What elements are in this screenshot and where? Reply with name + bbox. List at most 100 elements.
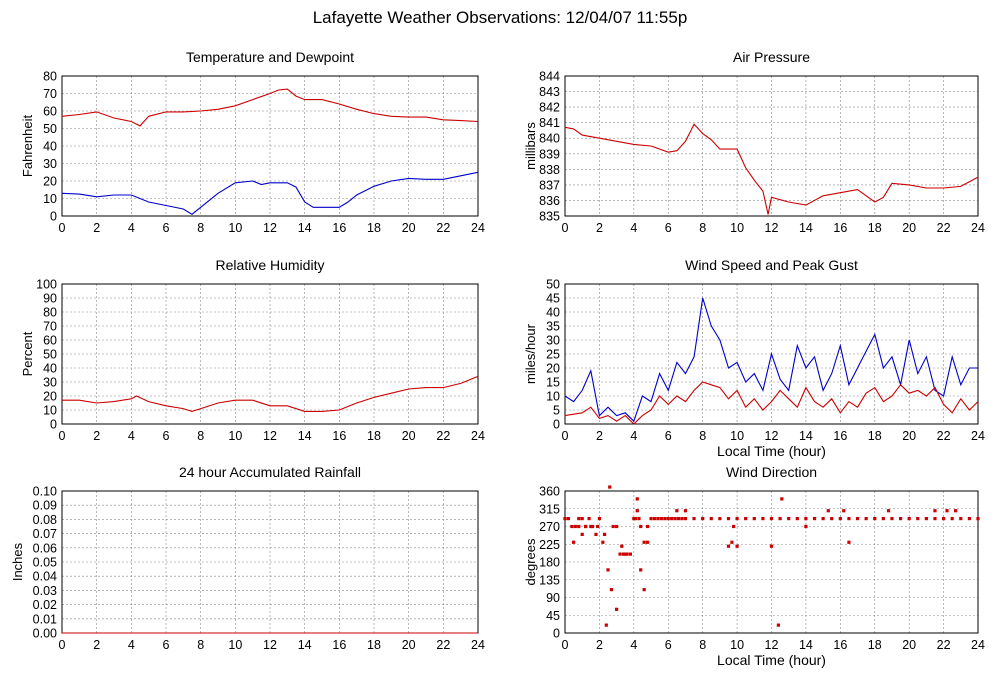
data-point bbox=[604, 623, 608, 627]
data-point bbox=[821, 517, 825, 521]
x-axis-label: Local Time (hour) bbox=[717, 443, 826, 459]
y-axis-label: Percent bbox=[20, 331, 35, 376]
y-tick-label: 135 bbox=[539, 573, 560, 587]
x-tick-label: 6 bbox=[163, 429, 170, 443]
y-tick-label: 0 bbox=[553, 627, 560, 641]
x-tick-label: 6 bbox=[665, 429, 672, 443]
data-point bbox=[566, 517, 571, 521]
data-point bbox=[606, 568, 610, 572]
data-point bbox=[633, 517, 638, 521]
data-point bbox=[959, 517, 963, 521]
chart-temp: Temperature and Dewpoint0102030405060708… bbox=[20, 49, 485, 235]
y-tick-label: 20 bbox=[43, 390, 57, 404]
y-tick-label: 25 bbox=[546, 348, 560, 362]
x-tick-label: 8 bbox=[197, 221, 204, 235]
y-tick-label: 10 bbox=[43, 404, 57, 418]
y-tick-label: 20 bbox=[546, 362, 560, 376]
y-tick-label: 0.00 bbox=[33, 627, 57, 641]
x-tick-label: 2 bbox=[93, 638, 100, 652]
y-axis-label: miles/hour bbox=[523, 323, 538, 384]
x-tick-label: 20 bbox=[902, 429, 916, 443]
y-tick-label: 0.02 bbox=[33, 598, 57, 612]
x-tick-label: 10 bbox=[730, 638, 744, 652]
x-tick-label: 8 bbox=[699, 638, 706, 652]
x-tick-label: 4 bbox=[630, 638, 637, 652]
x-tick-label: 10 bbox=[228, 221, 242, 235]
y-tick-label: 40 bbox=[43, 362, 57, 376]
data-point bbox=[572, 540, 576, 544]
plot-frame bbox=[61, 75, 479, 217]
data-point bbox=[726, 517, 731, 521]
y-tick-label: 840 bbox=[539, 132, 560, 146]
data-point bbox=[580, 517, 584, 521]
data-point bbox=[659, 517, 663, 521]
data-point bbox=[950, 517, 954, 521]
x-tick-label: 10 bbox=[730, 429, 744, 443]
data-point bbox=[670, 517, 674, 521]
x-tick-label: 4 bbox=[128, 221, 135, 235]
plot-frame bbox=[61, 283, 479, 425]
x-tick-label: 4 bbox=[630, 221, 637, 235]
x-tick-label: 12 bbox=[765, 638, 779, 652]
data-point bbox=[642, 540, 646, 544]
x-tick-label: 8 bbox=[197, 429, 204, 443]
data-point bbox=[621, 552, 626, 556]
x-tick-label: 6 bbox=[163, 221, 170, 235]
y-tick-label: 10 bbox=[546, 390, 560, 404]
data-point bbox=[692, 517, 696, 521]
y-tick-label: 45 bbox=[546, 292, 560, 306]
y-tick-label: 315 bbox=[539, 502, 560, 516]
y-tick-label: 0 bbox=[50, 210, 57, 224]
data-point bbox=[886, 509, 891, 513]
data-point bbox=[656, 517, 660, 521]
series-line-2 bbox=[61, 171, 479, 215]
x-tick-label: 0 bbox=[562, 429, 569, 443]
data-point bbox=[933, 509, 937, 513]
x-tick-label: 24 bbox=[471, 429, 485, 443]
data-point bbox=[623, 552, 627, 556]
data-point bbox=[804, 524, 808, 529]
data-point bbox=[596, 524, 600, 529]
x-tick-label: 8 bbox=[699, 221, 706, 235]
data-point bbox=[590, 524, 595, 529]
data-point bbox=[642, 588, 646, 592]
data-point bbox=[780, 497, 784, 501]
x-tick-label: 14 bbox=[799, 429, 813, 443]
x-tick-label: 24 bbox=[471, 221, 485, 235]
y-tick-label: 15 bbox=[546, 376, 560, 390]
y-tick-label: 836 bbox=[539, 194, 560, 208]
series-line-1 bbox=[564, 123, 979, 215]
data-point bbox=[587, 517, 591, 521]
y-tick-label: 40 bbox=[43, 140, 57, 154]
x-tick-label: 22 bbox=[937, 429, 951, 443]
series-line-1 bbox=[564, 297, 978, 423]
y-tick-label: 835 bbox=[539, 210, 560, 224]
data-point bbox=[639, 568, 643, 572]
x-tick-label: 8 bbox=[197, 638, 204, 652]
data-point bbox=[830, 517, 834, 521]
data-point bbox=[787, 517, 791, 521]
x-tick-label: 18 bbox=[868, 638, 882, 652]
data-point bbox=[864, 517, 868, 521]
x-tick-label: 22 bbox=[436, 638, 450, 652]
y-tick-label: 80 bbox=[43, 70, 57, 84]
x-tick-label: 18 bbox=[367, 638, 381, 652]
data-point bbox=[778, 517, 782, 521]
data-point bbox=[637, 517, 641, 521]
chart-title: Wind Direction bbox=[726, 464, 817, 480]
data-point bbox=[577, 524, 581, 529]
x-tick-label: 14 bbox=[799, 221, 813, 235]
y-tick-label: 5 bbox=[553, 404, 560, 418]
chart-wind-speed: Wind Speed and Peak Gust0510152025303540… bbox=[523, 257, 985, 459]
x-tick-label: 20 bbox=[402, 638, 416, 652]
data-point bbox=[752, 517, 756, 521]
x-tick-label: 24 bbox=[971, 429, 985, 443]
x-tick-label: 0 bbox=[59, 429, 66, 443]
x-tick-label: 18 bbox=[367, 221, 381, 235]
x-tick-label: 0 bbox=[59, 221, 66, 235]
y-tick-label: 225 bbox=[539, 538, 560, 552]
x-tick-label: 2 bbox=[93, 429, 100, 443]
x-tick-label: 16 bbox=[332, 221, 346, 235]
x-tick-label: 0 bbox=[562, 638, 569, 652]
y-tick-label: 0.01 bbox=[33, 612, 57, 626]
